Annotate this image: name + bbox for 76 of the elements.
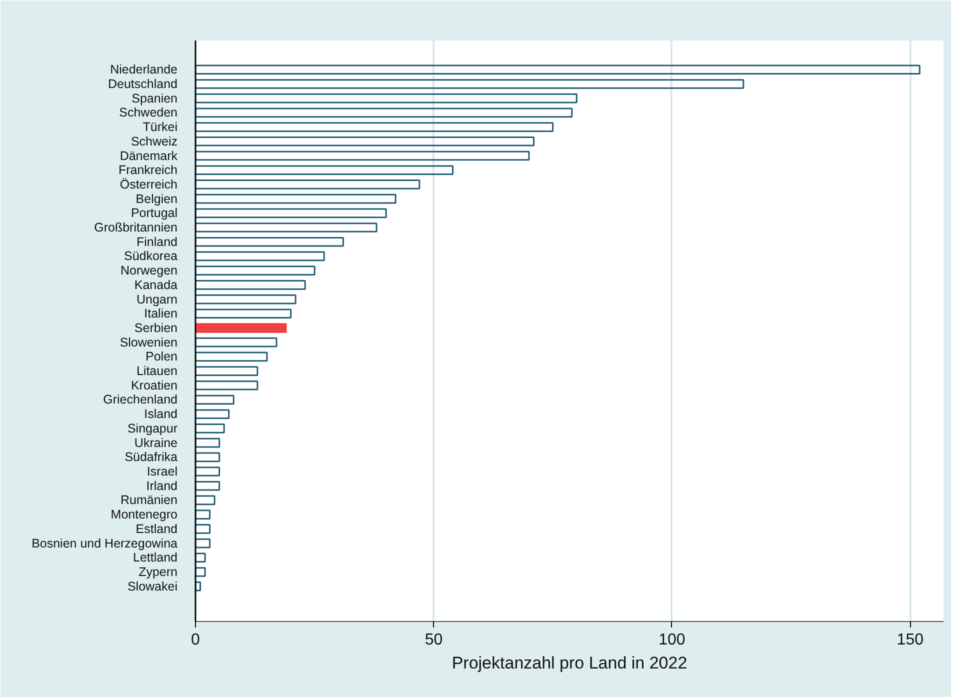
bar [196,236,344,247]
bar [196,251,325,262]
x-tick-label: 0 [191,632,200,648]
bar [196,208,387,218]
bar [196,495,216,506]
y-tick-label: Belgien [136,192,178,206]
bar [196,136,535,146]
y-tick-label: Finland [136,234,178,249]
bar [196,380,258,390]
y-tick-label: Portugal [130,206,178,220]
bar [196,64,920,75]
y-tick-label: Serbien [134,320,178,335]
bar [196,108,573,118]
bar [196,394,234,405]
y-tick-label: Kroatien [130,378,178,392]
bar [196,194,396,204]
y-tick-label: Israel [146,464,178,479]
y-tick-label: Griechenland [103,392,178,407]
x-axis-title: Projektanzahl pro Land in 2022 [452,654,688,672]
y-tick-label: Lettland [133,550,178,565]
bar [196,122,554,132]
y-tick-label: Island [144,407,178,422]
y-tick-label: Südkorea [124,249,178,264]
y-tick-label: Deutschland [108,76,178,91]
y-tick-label: Irland [146,478,178,493]
y-tick-label: Estland [136,522,178,536]
y-tick-label: Ukraine [134,436,178,450]
y-tick-label: Dänemark [120,148,178,163]
y-tick-label: Ungarn [136,292,178,306]
x-tick-label: 150 [896,632,924,648]
bar [196,280,306,290]
x-tick-label: 50 [424,632,443,648]
bar [196,294,296,304]
bar [196,79,744,89]
x-tick-label: 100 [658,632,686,648]
bar [196,538,211,548]
bar [196,524,211,534]
y-tick-label: Italien [144,306,178,321]
bar [196,180,420,190]
y-tick-label: Litauen [136,364,178,378]
bar [196,480,220,491]
y-tick-label: Kanada [134,278,178,292]
bar [196,93,578,104]
y-tick-label: Singapur [127,421,178,436]
y-tick-label: Slowenien [120,335,178,350]
y-tick-label: Polen [146,350,178,364]
bar [196,266,316,276]
y-tick-label: Spanien [132,91,178,106]
y-tick-label: Österreich [120,177,178,192]
y-tick-label: Slowakei [127,579,178,594]
y-tick-label: Rumänien [120,493,178,508]
bar [196,150,530,161]
bar [196,165,454,176]
bar [196,452,220,462]
y-tick-label: Niederlande [110,62,178,77]
bar [196,438,220,448]
bar [196,510,211,520]
y-tick-label: Schweiz [130,134,178,148]
bar [196,323,287,333]
bar [196,352,268,362]
bar [196,337,278,348]
y-tick-label: Frankreich [118,163,178,178]
y-tick-label: Südafrika [124,450,178,464]
bar [196,366,258,376]
y-tick-label: Zypern [138,564,178,579]
y-tick-label: Norwegen [120,264,178,278]
bar [196,409,230,420]
bar [196,308,292,319]
y-tick-label: Großbritannien [94,220,178,235]
bar [196,466,220,476]
bar [196,424,225,434]
bar [196,222,378,232]
y-tick-label: Montenegro [110,508,178,522]
y-tick-label: Schweden [119,106,178,120]
y-tick-label: Türkei [142,120,178,134]
y-tick-label: Bosnien und Herzegowina [32,536,178,550]
